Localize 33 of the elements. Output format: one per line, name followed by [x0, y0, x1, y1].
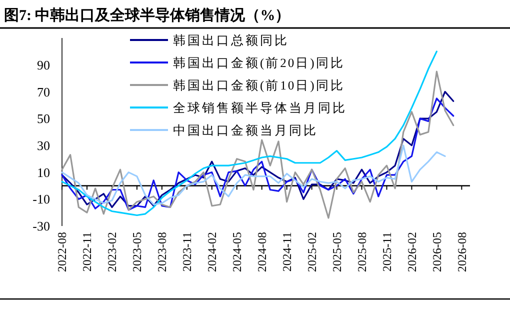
legend-label: 中国出口金额当月同比	[173, 123, 318, 138]
x-tick-label: 2023-11	[180, 232, 194, 272]
x-tick-label: 2025-02	[304, 232, 319, 272]
x-tick-label: 2026-08	[454, 232, 469, 272]
legend-label: 韩国出口金额(前20日)同比	[173, 56, 345, 70]
legend-label: 韩国出口总额同比	[173, 33, 289, 48]
legend-label: 韩国出口金额(前10日)同比	[173, 78, 345, 92]
legend-label: 全球销售额半导体当月同比	[173, 100, 347, 115]
x-tick-label: 2025-11	[380, 232, 394, 272]
x-tick-label: 2022-11	[80, 232, 94, 272]
x-tick-label: 2024-11	[280, 232, 294, 272]
x-tick-label: 2024-08	[255, 232, 270, 272]
x-tick-label: 2023-02	[105, 232, 120, 272]
y-tick-label: 90	[37, 57, 50, 72]
x-tick-label: 2024-05	[230, 232, 244, 272]
x-tick-label: 2023-05	[130, 232, 144, 272]
x-tick-label: 2026-02	[404, 232, 419, 272]
y-tick-label: 50	[37, 111, 50, 126]
y-tick-label: -30	[32, 218, 50, 234]
y-tick-label: 10	[37, 164, 50, 180]
x-tick-label: 2024-02	[205, 232, 220, 272]
x-tick-label: 2022-08	[55, 232, 70, 272]
y-tick-label: 70	[37, 84, 50, 100]
x-tick-label: 2025-05	[330, 232, 344, 272]
line-series	[61, 70, 454, 219]
x-tick-label: 2025-08	[354, 232, 369, 272]
y-tick-label: -10	[32, 192, 50, 207]
line-series	[61, 144, 446, 206]
x-tick-label: 2023-08	[155, 232, 170, 272]
y-tick-label: 30	[37, 138, 50, 153]
x-tick-label: 2026-05	[430, 232, 444, 272]
chart-title: 图7: 中韩出口及全球半导体销售情况（%）	[4, 7, 290, 24]
line-series	[61, 50, 438, 216]
